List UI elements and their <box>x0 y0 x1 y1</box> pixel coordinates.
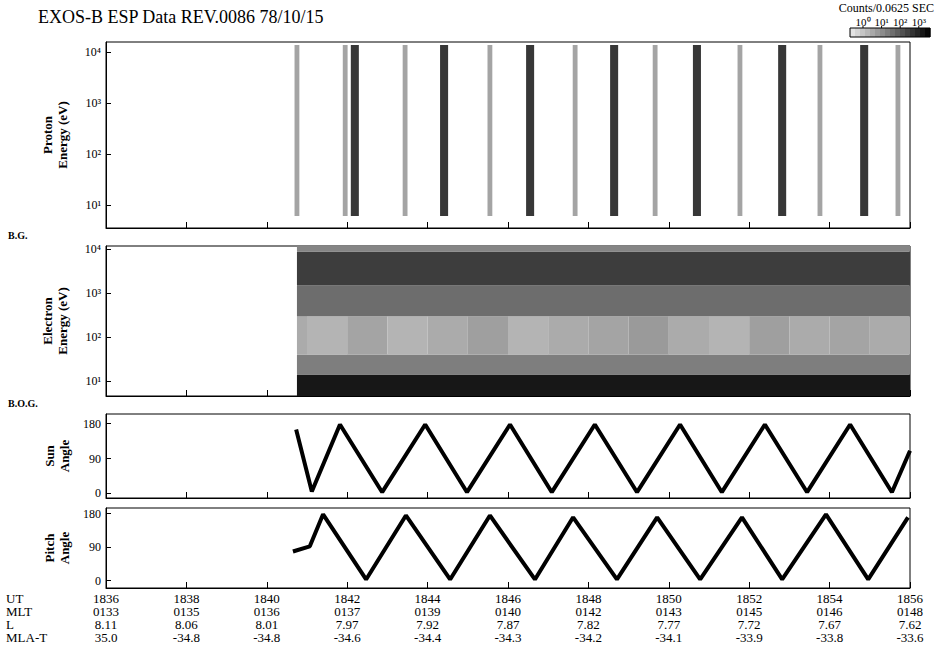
svg-text:1846: 1846 <box>495 591 521 606</box>
svg-text:-34.1: -34.1 <box>655 630 682 645</box>
svg-text:-34.8: -34.8 <box>253 630 280 645</box>
svg-text:10⁴: 10⁴ <box>85 45 101 59</box>
svg-text:-33.6: -33.6 <box>896 630 924 645</box>
svg-text:-33.8: -33.8 <box>816 630 843 645</box>
svg-text:10⁴: 10⁴ <box>85 242 101 256</box>
svg-text:90: 90 <box>89 452 101 466</box>
svg-text:0146: 0146 <box>816 604 843 619</box>
svg-text:Angle: Angle <box>57 532 72 565</box>
svg-text:7.92: 7.92 <box>416 617 439 632</box>
svg-text:L: L <box>6 617 14 632</box>
svg-text:180: 180 <box>83 417 101 431</box>
svg-text:-33.9: -33.9 <box>736 630 763 645</box>
svg-text:1856: 1856 <box>897 591 923 606</box>
svg-text:35.0: 35.0 <box>95 630 118 645</box>
svg-text:Counts/0.0625 SEC: Counts/0.0625 SEC <box>839 1 934 15</box>
svg-text:7.72: 7.72 <box>737 617 761 632</box>
svg-text:1838: 1838 <box>173 591 200 606</box>
svg-text:0140: 0140 <box>495 604 521 619</box>
svg-text:7.82: 7.82 <box>577 617 600 632</box>
svg-text:7.87: 7.87 <box>496 617 520 632</box>
svg-text:MLA-T: MLA-T <box>6 630 47 645</box>
svg-text:1850: 1850 <box>655 591 682 606</box>
svg-text:Energy (eV): Energy (eV) <box>55 101 70 169</box>
svg-text:1844: 1844 <box>414 591 441 606</box>
svg-text:0137: 0137 <box>334 604 361 619</box>
svg-text:-34.3: -34.3 <box>494 630 521 645</box>
svg-text:10³: 10³ <box>912 16 927 28</box>
svg-text:1840: 1840 <box>253 591 280 606</box>
svg-text:10¹: 10¹ <box>85 198 101 212</box>
svg-text:10³: 10³ <box>85 286 101 300</box>
svg-text:8.11: 8.11 <box>94 617 118 632</box>
svg-text:10¹: 10¹ <box>85 374 101 388</box>
svg-text:Proton: Proton <box>40 115 55 154</box>
svg-text:0148: 0148 <box>897 604 923 619</box>
svg-text:0142: 0142 <box>575 604 602 619</box>
svg-text:7.97: 7.97 <box>335 617 359 632</box>
svg-text:1836: 1836 <box>93 591 119 606</box>
svg-text:-34.8: -34.8 <box>173 630 200 645</box>
svg-text:1842: 1842 <box>334 591 361 606</box>
svg-text:180: 180 <box>83 507 101 521</box>
svg-text:B.G.: B.G. <box>8 230 28 241</box>
svg-text:B.O.G.: B.O.G. <box>8 398 38 409</box>
svg-text:1854: 1854 <box>816 591 843 606</box>
svg-text:8.01: 8.01 <box>255 617 279 632</box>
svg-text:10²: 10² <box>85 330 101 344</box>
svg-text:10⁰: 10⁰ <box>856 16 871 28</box>
svg-text:0: 0 <box>95 486 101 500</box>
svg-text:Pitch: Pitch <box>42 533 57 563</box>
svg-text:0145: 0145 <box>736 604 763 619</box>
svg-text:Energy (eV): Energy (eV) <box>55 287 70 355</box>
svg-text:0133: 0133 <box>93 604 119 619</box>
svg-text:Angle: Angle <box>57 440 72 473</box>
svg-text:-34.2: -34.2 <box>575 630 602 645</box>
svg-text:10²: 10² <box>893 16 908 28</box>
svg-text:-34.6: -34.6 <box>334 630 362 645</box>
svg-text:8.06: 8.06 <box>175 617 198 632</box>
svg-text:1848: 1848 <box>575 591 602 606</box>
svg-text:10²: 10² <box>85 147 101 161</box>
svg-text:0143: 0143 <box>655 604 682 619</box>
svg-text:7.67: 7.67 <box>818 617 841 632</box>
svg-text:-34.4: -34.4 <box>414 630 442 645</box>
svg-text:0136: 0136 <box>253 604 280 619</box>
svg-text:90: 90 <box>89 540 101 554</box>
svg-text:UT: UT <box>6 591 24 606</box>
svg-text:7.62: 7.62 <box>898 617 922 632</box>
svg-text:0: 0 <box>95 574 101 588</box>
svg-text:7.77: 7.77 <box>657 617 681 632</box>
svg-text:10¹: 10¹ <box>874 16 888 28</box>
svg-text:Electron: Electron <box>40 297 55 345</box>
svg-text:10³: 10³ <box>85 96 101 110</box>
svg-text:1852: 1852 <box>736 591 763 606</box>
svg-text:0139: 0139 <box>414 604 441 619</box>
svg-text:EXOS-B ESP Data REV.0086 78/10: EXOS-B ESP Data REV.0086 78/10/15 <box>38 7 324 27</box>
svg-text:MLT: MLT <box>6 604 33 619</box>
svg-text:0135: 0135 <box>173 604 200 619</box>
svg-text:Sun: Sun <box>42 444 57 466</box>
